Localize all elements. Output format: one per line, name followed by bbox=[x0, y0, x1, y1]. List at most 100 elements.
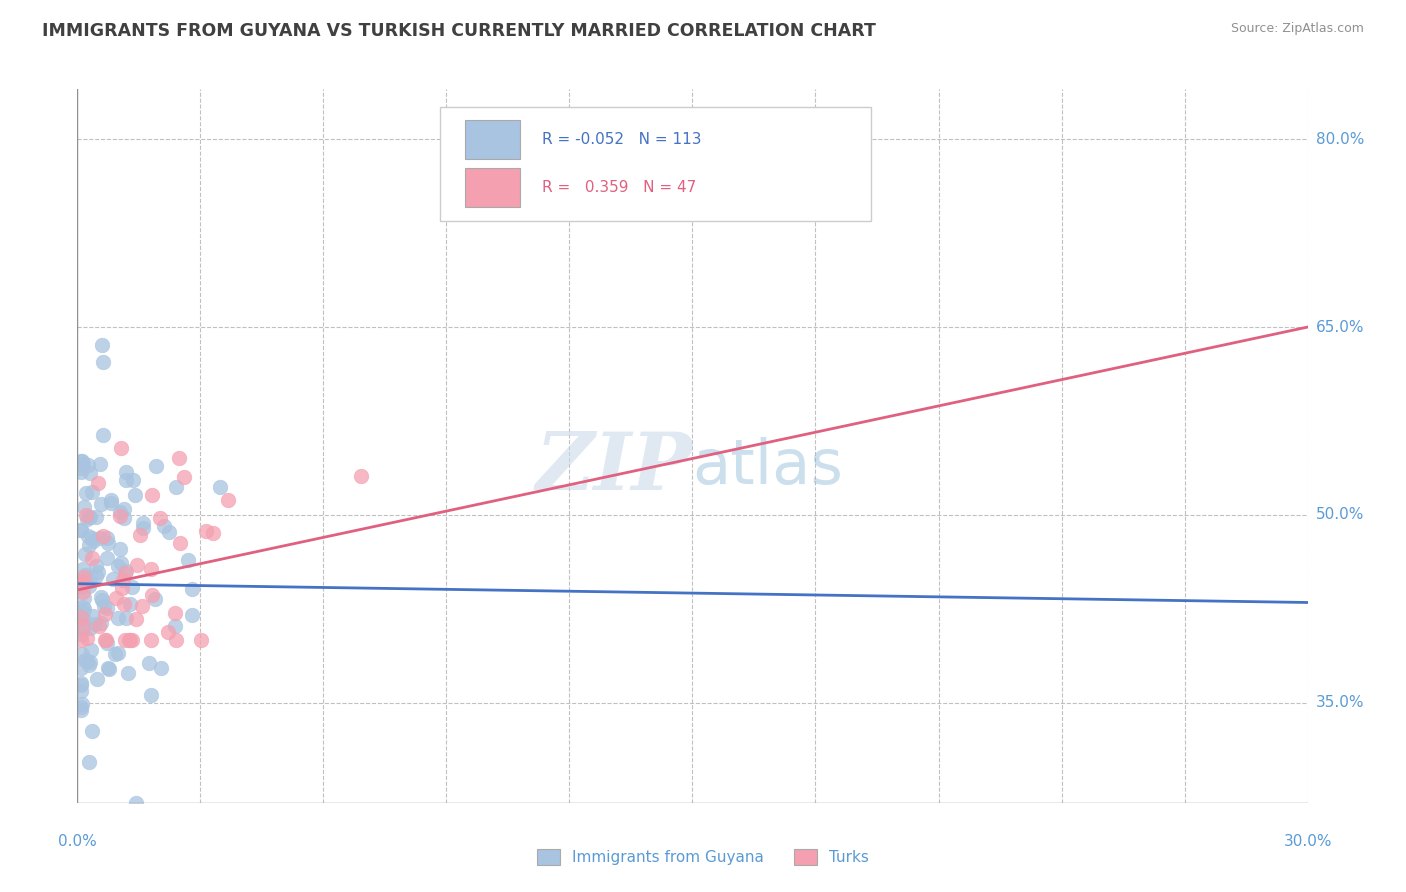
Point bbox=[75, 547, 97, 561]
Point bbox=[82, 724, 104, 739]
Point bbox=[70, 465, 93, 479]
Point bbox=[132, 521, 155, 535]
Point bbox=[114, 566, 136, 580]
Point bbox=[217, 493, 239, 508]
Point bbox=[70, 700, 93, 714]
Point bbox=[73, 591, 96, 606]
Point bbox=[79, 467, 101, 481]
Point bbox=[70, 460, 93, 475]
Point bbox=[110, 441, 132, 455]
Point bbox=[82, 608, 104, 623]
Point bbox=[104, 591, 127, 605]
Point bbox=[131, 599, 153, 614]
Point bbox=[97, 536, 120, 550]
Point bbox=[83, 617, 105, 632]
Point bbox=[100, 496, 122, 510]
FancyBboxPatch shape bbox=[440, 107, 870, 221]
Point bbox=[131, 516, 153, 530]
Point bbox=[128, 528, 150, 542]
Point bbox=[72, 585, 94, 599]
Point bbox=[141, 488, 163, 502]
Point bbox=[90, 497, 112, 511]
Point bbox=[114, 473, 136, 487]
Point bbox=[94, 633, 117, 648]
Point bbox=[202, 526, 225, 541]
Point bbox=[114, 564, 136, 578]
Point bbox=[98, 662, 121, 676]
Point bbox=[118, 633, 141, 648]
Point bbox=[149, 511, 172, 525]
Point bbox=[112, 597, 135, 611]
Point bbox=[139, 633, 162, 648]
Point bbox=[72, 570, 94, 584]
Point bbox=[190, 633, 212, 648]
Point bbox=[117, 666, 139, 681]
Point bbox=[72, 599, 94, 614]
Point bbox=[101, 572, 124, 586]
Point bbox=[97, 661, 120, 675]
Point bbox=[195, 524, 218, 538]
Point bbox=[70, 697, 93, 711]
Point bbox=[96, 636, 118, 650]
Point bbox=[107, 558, 129, 573]
Point bbox=[112, 511, 135, 525]
Point bbox=[70, 578, 93, 592]
FancyBboxPatch shape bbox=[465, 120, 520, 159]
Point bbox=[165, 633, 187, 648]
Point bbox=[90, 590, 112, 604]
Point bbox=[86, 672, 108, 686]
Point bbox=[114, 633, 136, 648]
Point bbox=[87, 476, 110, 491]
Point bbox=[72, 622, 94, 636]
Point bbox=[96, 531, 118, 545]
Point bbox=[82, 550, 104, 565]
Point bbox=[100, 492, 122, 507]
Point bbox=[124, 488, 146, 502]
Point bbox=[180, 582, 202, 596]
Point bbox=[80, 531, 103, 545]
Point bbox=[120, 598, 142, 612]
Point bbox=[70, 676, 93, 690]
Point bbox=[77, 579, 100, 593]
Point bbox=[138, 657, 160, 671]
Point bbox=[181, 608, 204, 623]
Point bbox=[104, 647, 127, 661]
Point bbox=[73, 653, 96, 667]
Point bbox=[70, 580, 93, 594]
Text: 35.0%: 35.0% bbox=[1316, 695, 1364, 710]
Point bbox=[165, 480, 187, 494]
Point bbox=[73, 612, 96, 626]
Point bbox=[91, 529, 114, 543]
Point bbox=[73, 500, 96, 515]
Point bbox=[70, 574, 93, 588]
Point bbox=[121, 580, 143, 594]
Point bbox=[145, 458, 167, 473]
Point bbox=[125, 796, 148, 810]
Point bbox=[76, 654, 98, 668]
Point bbox=[70, 627, 93, 641]
Point bbox=[70, 607, 93, 621]
Point bbox=[139, 561, 162, 575]
Point bbox=[112, 502, 135, 516]
Point bbox=[77, 510, 100, 524]
Point bbox=[87, 619, 110, 633]
Point bbox=[70, 647, 93, 661]
Point bbox=[208, 480, 231, 494]
Point bbox=[169, 450, 191, 465]
Point bbox=[89, 531, 111, 545]
Point bbox=[96, 550, 118, 565]
Text: ZIP: ZIP bbox=[536, 429, 693, 506]
Point bbox=[115, 465, 138, 479]
Point bbox=[70, 523, 93, 537]
Point bbox=[173, 470, 195, 484]
Point bbox=[70, 611, 93, 625]
Point bbox=[73, 568, 96, 582]
Text: R = -0.052   N = 113: R = -0.052 N = 113 bbox=[543, 132, 702, 146]
Point bbox=[163, 618, 186, 632]
Point bbox=[79, 655, 101, 669]
Point bbox=[84, 569, 107, 583]
Text: 65.0%: 65.0% bbox=[1316, 319, 1364, 334]
Point bbox=[79, 509, 101, 524]
Point bbox=[70, 576, 93, 591]
Point bbox=[93, 599, 115, 613]
